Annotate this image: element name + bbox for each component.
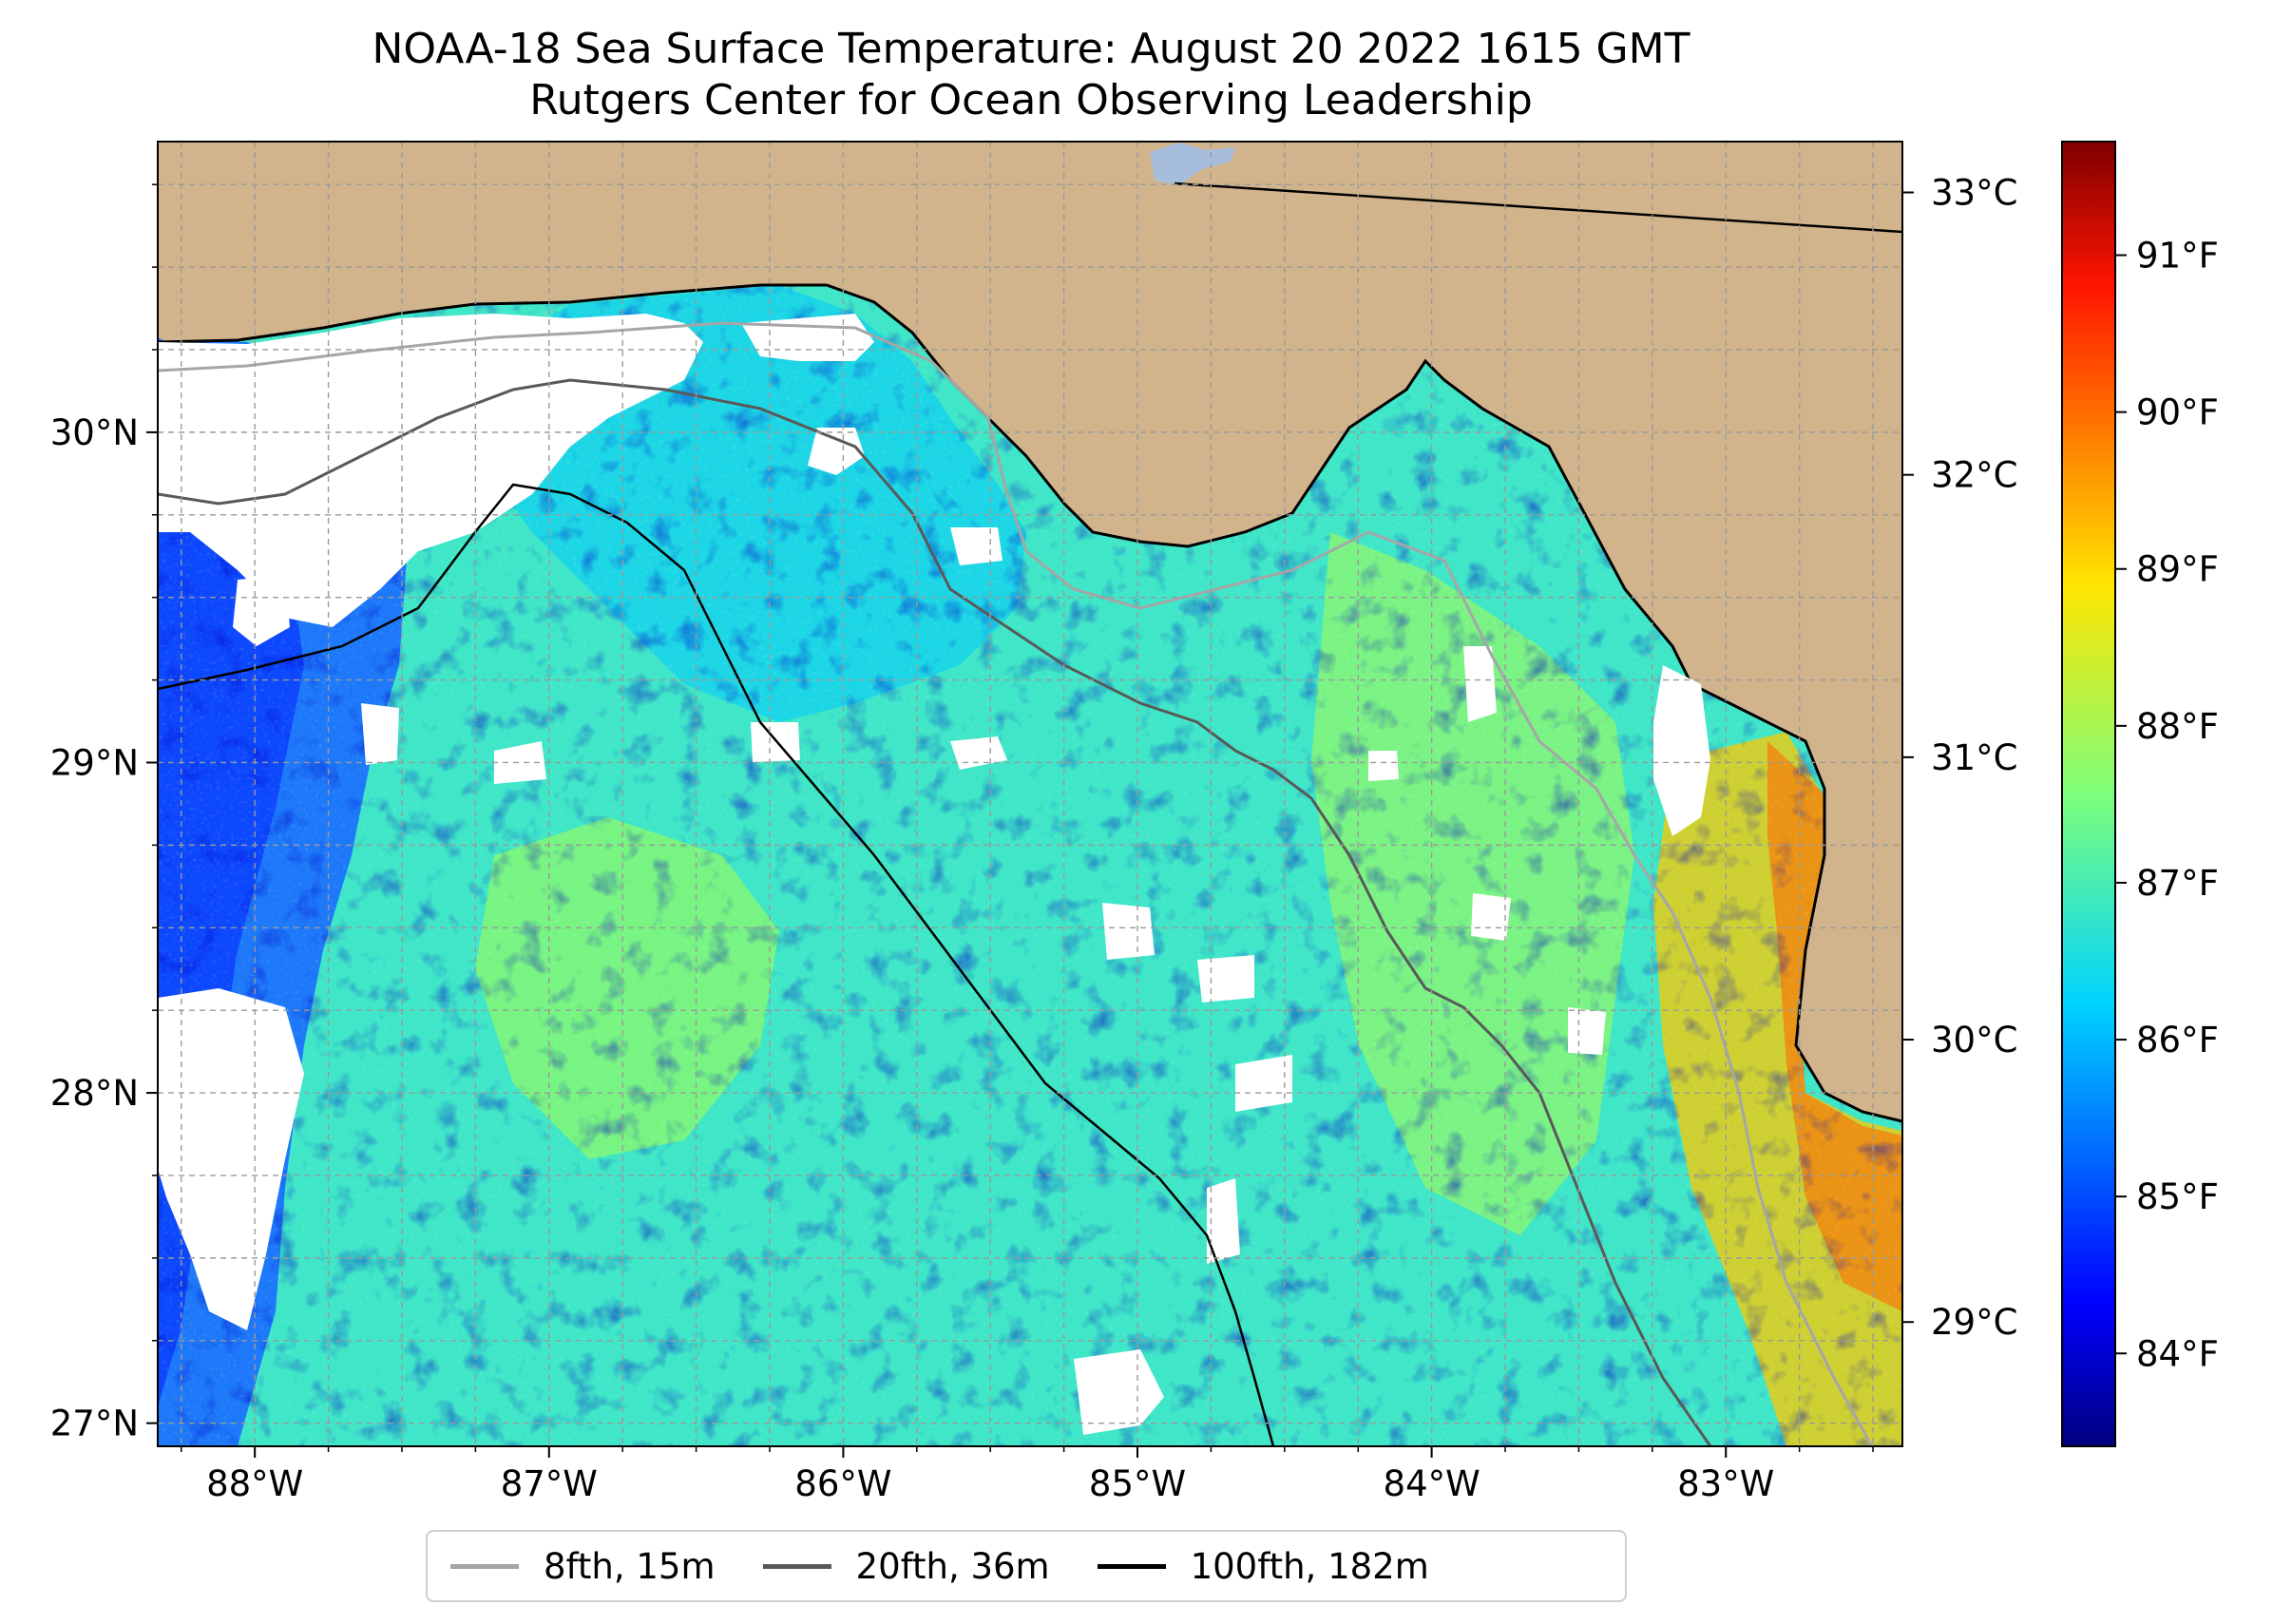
lat-tick-label: 28°N [50, 1073, 139, 1114]
celsius-tick-label: 31°C [1931, 737, 2017, 778]
lake [1150, 143, 1235, 185]
legend-item-100fth: 100fth, 182m [1097, 1545, 1429, 1587]
lat-tick-label: 30°N [50, 412, 139, 453]
lon-tick-label: 88°W [206, 1463, 303, 1504]
coastline [158, 283, 1902, 1123]
contour-20fth [158, 378, 1712, 1446]
lon-tick-label: 87°W [501, 1463, 598, 1504]
legend-swatch-20fth [762, 1563, 831, 1569]
fahrenheit-tick-label: 90°F [2136, 392, 2219, 433]
fahrenheit-tick-label: 87°F [2136, 863, 2219, 904]
fahrenheit-tick-label: 86°F [2136, 1020, 2219, 1060]
legend-item-20fth: 20fth, 36m [762, 1545, 1050, 1587]
fahrenheit-tick-label: 89°F [2136, 549, 2219, 590]
legend-label-100fth: 100fth, 182m [1190, 1545, 1429, 1587]
celsius-tick-label: 32°C [1931, 455, 2017, 496]
celsius-tick-label: 33°C [1931, 172, 2017, 213]
land-north [158, 142, 1902, 1121]
legend-label-8fth: 8fth, 15m [544, 1545, 716, 1587]
colorbar-fahrenheit-ticks: 84°F 85°F 86°F 87°F 88°F 89°F 90°F 91°F [2115, 236, 2219, 1374]
lon-tick-label: 84°W [1384, 1463, 1480, 1504]
title-line-1: NOAA-18 Sea Surface Temperature: August … [372, 25, 1690, 73]
colorbar-celsius-ticks: 29°C 30°C 31°C 32°C 33°C [1902, 172, 2017, 1343]
lon-tick-label: 83°W [1677, 1463, 1774, 1504]
lon-tick-label: 85°W [1089, 1463, 1186, 1504]
lon-tick-label: 86°W [794, 1463, 891, 1504]
lat-tick-label: 29°N [50, 742, 139, 783]
lat-ticks: 27°N 28°N 29°N 30°N [50, 183, 158, 1444]
lat-tick-label: 27°N [50, 1404, 139, 1444]
fahrenheit-tick-label: 91°F [2136, 236, 2219, 277]
lon-ticks: 88°W 87°W 86°W 85°W 84°W 83°W [181, 1446, 1874, 1504]
fahrenheit-tick-label: 84°F [2136, 1333, 2219, 1374]
legend-label-20fth: 20fth, 36m [855, 1545, 1050, 1587]
title-line-2: Rutgers Center for Ocean Observing Leade… [529, 76, 1533, 124]
fahrenheit-tick-label: 88°F [2136, 706, 2219, 747]
legend-swatch-8fth [450, 1563, 519, 1569]
gridlines [158, 142, 1902, 1446]
state-border [1174, 182, 1902, 234]
legend-item-8fth: 8fth, 15m [450, 1546, 716, 1587]
map-frame [157, 141, 1903, 1447]
colorbar [2061, 141, 2116, 1447]
map-area[interactable] [158, 142, 1902, 1446]
celsius-tick-label: 29°C [1931, 1302, 2017, 1343]
legend-swatch-100fth [1097, 1563, 1166, 1569]
contour-100fth [158, 483, 1275, 1446]
contour-8fth [158, 321, 1874, 1446]
fahrenheit-tick-label: 85°F [2136, 1176, 2219, 1217]
contour-legend: 8fth, 15m 20fth, 36m 100fth, 182m [426, 1530, 1627, 1602]
celsius-tick-label: 30°C [1931, 1020, 2017, 1060]
